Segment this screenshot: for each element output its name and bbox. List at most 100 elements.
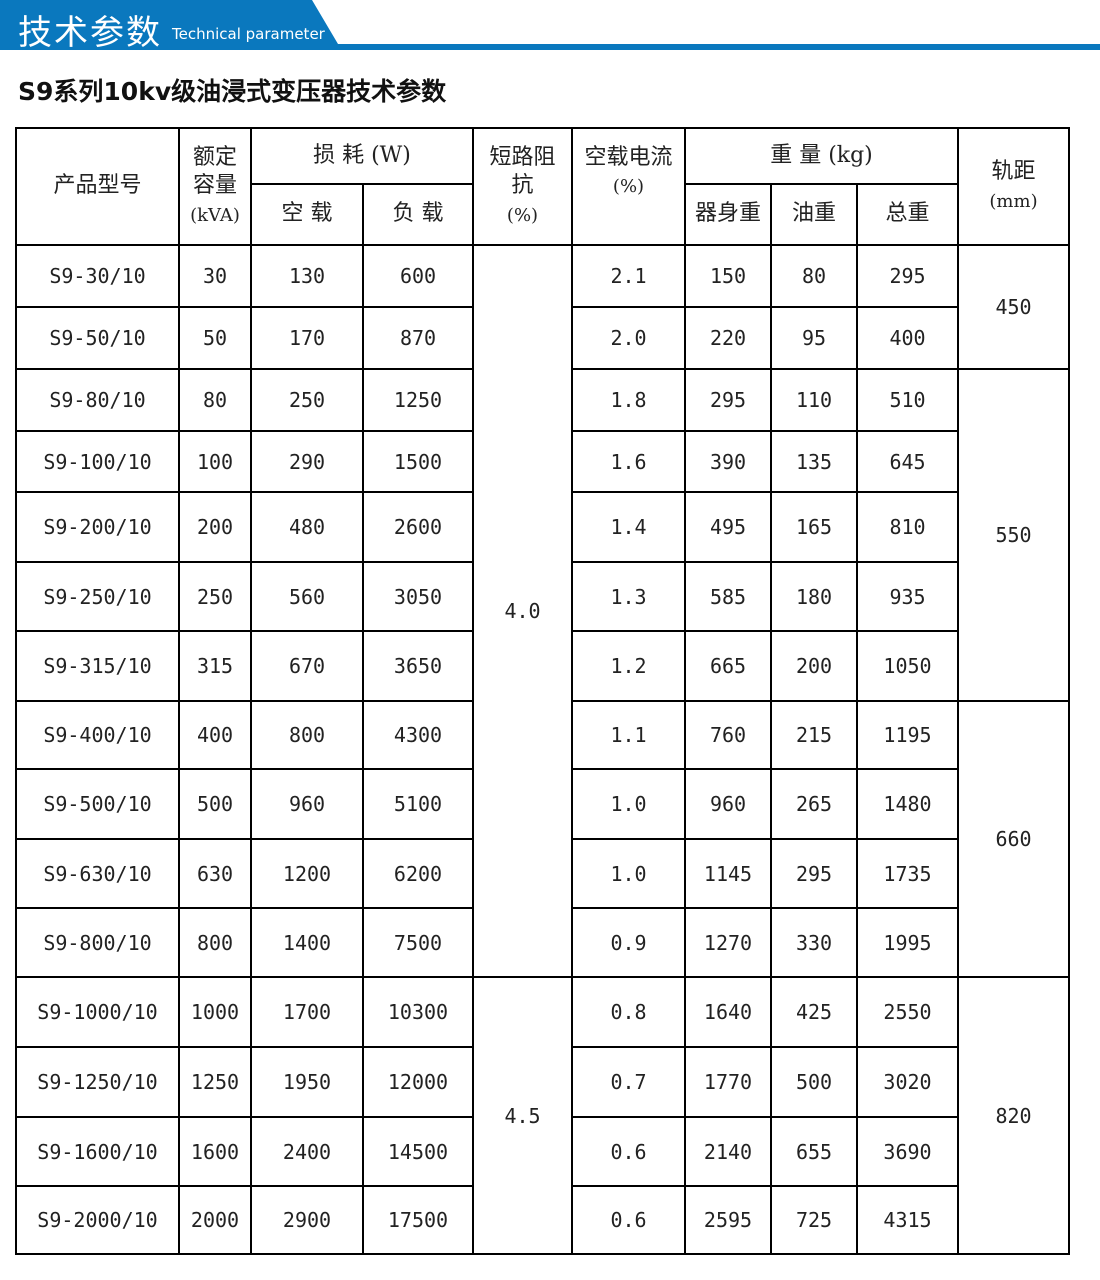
cell-noload-loss: 1200 [250,838,364,909]
cell-capacity: 30 [178,244,252,308]
cell-oil-weight: 500 [770,1046,858,1118]
cell-capacity: 200 [178,491,252,563]
section-banner: 技术参数 Technical parameter [0,0,1100,53]
cell-total-weight: 1995 [856,907,959,978]
header-gauge: 轨距 (mm) [957,127,1070,246]
cell-model: S9-2000/10 [15,1185,180,1255]
cell-capacity: 800 [178,907,252,978]
cell-oil-weight: 110 [770,368,858,432]
cell-load-loss: 12000 [362,1046,474,1118]
cell-oil-weight: 265 [770,768,858,840]
cell-capacity: 500 [178,768,252,840]
cell-model: S9-30/10 [15,244,180,308]
cell-body-weight: 1770 [684,1046,772,1118]
cell-body-weight: 960 [684,768,772,840]
cell-capacity: 400 [178,700,252,770]
header-noload-loss: 空 载 [250,183,364,246]
cell-noload-loss: 1400 [250,907,364,978]
cell-capacity: 2000 [178,1185,252,1255]
cell-load-loss: 870 [362,306,474,370]
table-row: S9-630/10 630 1200 6200 1.0 1145 295 1735 [15,838,1069,909]
cell-model: S9-500/10 [15,768,180,840]
cell-capacity: 1250 [178,1046,252,1118]
cell-load-loss: 5100 [362,768,474,840]
cell-capacity: 80 [178,368,252,432]
cell-model: S9-80/10 [15,368,180,432]
table-row: S9-800/10 800 1400 7500 0.9 1270 330 1995 [15,907,1069,978]
cell-model: S9-50/10 [15,306,180,370]
banner-shape [0,0,1100,50]
cell-body-weight: 390 [684,430,772,493]
header-weight: 重 量 (kg) [684,127,959,185]
header-loss: 损 耗 (W) [250,127,474,185]
cell-impedance: 4.0 [472,244,573,978]
cell-noload-loss: 250 [250,368,364,432]
cell-model: S9-1250/10 [15,1046,180,1118]
cell-oil-weight: 215 [770,700,858,770]
cell-noload-current: 1.4 [571,491,686,563]
cell-body-weight: 665 [684,630,772,702]
cell-load-loss: 3050 [362,561,474,632]
cell-body-weight: 495 [684,491,772,563]
cell-total-weight: 810 [856,491,959,563]
cell-total-weight: 935 [856,561,959,632]
table-row: S9-2000/10 2000 2900 17500 0.6 2595 725 4315 [15,1185,1069,1255]
table-row: S9-200/10 200 480 2600 1.4 495 165 810 [15,491,1069,563]
table-row: S9-250/10 250 560 3050 1.3 585 180 935 [15,561,1069,632]
cell-body-weight: 760 [684,700,772,770]
cell-oil-weight: 80 [770,244,858,308]
cell-total-weight: 1050 [856,630,959,702]
cell-body-weight: 2140 [684,1116,772,1187]
table-row: S9-100/10 100 290 1500 1.6 390 135 645 [15,430,1069,493]
cell-model: S9-100/10 [15,430,180,493]
cell-impedance: 4.5 [472,976,573,1255]
cell-capacity: 1000 [178,976,252,1048]
cell-body-weight: 2595 [684,1185,772,1255]
table-row: S9-30/10 30 130 600 4.0 2.1 150 80 295 450 [15,244,1070,978]
cell-noload-current: 0.7 [571,1046,686,1118]
banner-subtitle: Technical parameter [172,25,325,43]
cell-noload-loss: 2900 [250,1185,364,1255]
cell-noload-loss: 1950 [250,1046,364,1118]
cell-load-loss: 14500 [362,1116,474,1187]
cell-load-loss: 1500 [362,430,474,493]
cell-total-weight: 400 [856,306,959,370]
header-load-loss: 负 载 [362,183,474,246]
cell-total-weight: 4315 [856,1185,959,1255]
cell-oil-weight: 725 [770,1185,858,1255]
cell-noload-loss: 1700 [250,976,364,1048]
cell-model: S9-1600/10 [15,1116,180,1187]
cell-noload-current: 1.0 [571,838,686,909]
header-oil-weight: 油重 [770,183,858,246]
cell-body-weight: 585 [684,561,772,632]
cell-oil-weight: 425 [770,976,858,1048]
cell-noload-loss: 130 [250,244,364,308]
cell-noload-current: 2.0 [571,306,686,370]
header-impedance: 短路阻抗 (%) [472,127,573,246]
cell-load-loss: 2600 [362,491,474,563]
cell-load-loss: 7500 [362,907,474,978]
header-model: 产品型号 [15,127,180,246]
cell-capacity: 630 [178,838,252,909]
cell-capacity: 1600 [178,1116,252,1187]
cell-noload-loss: 290 [250,430,364,493]
cell-body-weight: 150 [684,244,772,308]
cell-total-weight: 2550 [856,976,959,1048]
table-row: S9-315/10 315 670 3650 1.2 665 200 1050 [15,630,1069,702]
cell-noload-current: 1.3 [571,561,686,632]
header-noload-current: 空载电流 (%) [571,127,686,246]
table-row: S9-500/10 500 960 5100 1.0 960 265 1480 [15,768,1069,840]
cell-body-weight: 1270 [684,907,772,978]
cell-noload-current: 1.1 [571,700,686,770]
cell-noload-current: 0.6 [571,1116,686,1187]
cell-total-weight: 3020 [856,1046,959,1118]
table-row: S9-1000/10 1000 1700 10300 4.5 0.8 1640 425 2550… [15,976,1070,1255]
cell-load-loss: 6200 [362,838,474,909]
cell-total-weight: 510 [856,368,959,432]
cell-noload-current: 0.6 [571,1185,686,1255]
table-row: S9-400/10 400 800 4300 1.1 760 215 1195 660 [15,700,1070,978]
header-body-weight: 器身重 [684,183,772,246]
cell-noload-loss: 560 [250,561,364,632]
table-row: S9-1250/10 1250 1950 12000 0.7 1770 500 3020 [15,1046,1069,1118]
cell-gauge: 550 [957,368,1070,702]
